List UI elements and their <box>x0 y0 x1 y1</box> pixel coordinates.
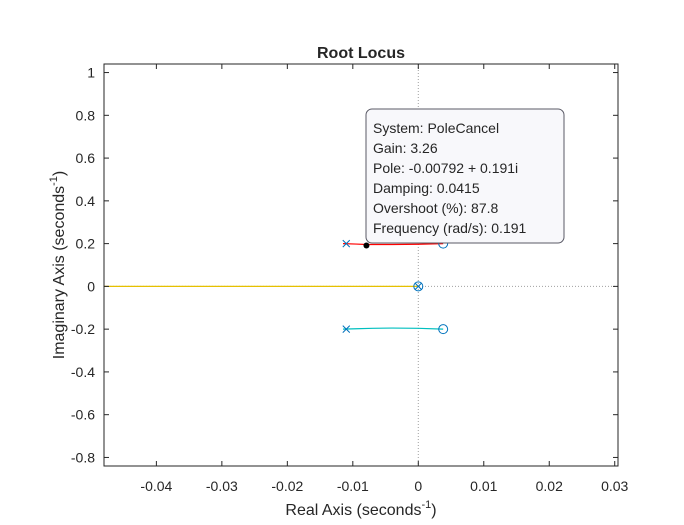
datatip-box[interactable] <box>365 108 565 244</box>
datatip-line-damping: Damping: 0.0415 <box>373 180 480 196</box>
datatip-line-overshoot: Overshoot (%): 87.8 <box>373 200 498 216</box>
zero-marker[interactable] <box>413 281 424 292</box>
y-tick-label: -0.4 <box>71 364 95 380</box>
x-tick-label: 0.01 <box>470 478 497 494</box>
y-axis-title-main: Imaginary Axis (seconds <box>51 186 68 359</box>
y-axis-title-superscript: -1 <box>48 176 60 186</box>
y-axis-title-close: ) <box>51 171 68 176</box>
pole-zero-markers <box>342 238 449 335</box>
axes-box <box>103 63 619 467</box>
y-tick-label: 1 <box>87 65 95 81</box>
x-tick-label: 0.02 <box>536 478 563 494</box>
y-tick-label: 0.8 <box>76 107 96 123</box>
datatip-marker[interactable] <box>363 242 370 249</box>
pole-marker[interactable] <box>342 325 351 334</box>
locus-branches <box>104 243 444 330</box>
x-axis-title: Real Axis (seconds-1) <box>285 499 436 519</box>
x-tick-label: -0.02 <box>271 478 303 494</box>
x-tick-label: -0.01 <box>337 478 369 494</box>
x-ticks: -0.04 -0.03 -0.02 -0.01 0 0.01 0.02 0.03 <box>140 64 629 494</box>
locus-branch-lower[interactable] <box>342 327 444 330</box>
datatip-line-frequency: Frequency (rad/s): 0.191 <box>373 220 527 236</box>
x-axis-title-superscript: -1 <box>421 499 431 511</box>
zero-marker[interactable] <box>438 324 449 335</box>
y-tick-label: -0.6 <box>71 407 95 423</box>
y-tick-label: -0.8 <box>71 449 95 465</box>
x-tick-label: 0 <box>414 478 422 494</box>
locus-branch-upper[interactable] <box>342 243 444 246</box>
y-tick-label: 0.6 <box>76 150 96 166</box>
datatip-line-pole: Pole: -0.00792 + 0.191i <box>373 160 518 176</box>
y-tick-label: 0.2 <box>76 236 96 252</box>
datatip[interactable]: System: PoleCancel Gain: 3.26 Pole: -0.0… <box>363 108 565 249</box>
x-tick-label: -0.03 <box>206 478 238 494</box>
pole-marker[interactable] <box>342 239 351 248</box>
x-tick-label: 0.03 <box>601 478 628 494</box>
y-axis-title: Imaginary Axis (seconds-1) <box>48 171 68 360</box>
pole-marker[interactable] <box>414 282 423 291</box>
y-tick-label: -0.2 <box>71 321 95 337</box>
chart-title: Root Locus <box>317 45 405 62</box>
datatip-line-gain: Gain: 3.26 <box>373 140 438 156</box>
x-axis-title-main: Real Axis (seconds <box>285 502 421 519</box>
x-tick-label: -0.04 <box>140 478 172 494</box>
y-tick-label: 0.4 <box>76 193 96 209</box>
y-tick-label: 0 <box>87 278 95 294</box>
datatip-line-system: System: PoleCancel <box>373 120 499 136</box>
y-ticks: -0.8 -0.6 -0.4 -0.2 0 0.2 0.4 0.6 0.8 1 <box>71 65 618 465</box>
x-axis-title-close: ) <box>431 502 436 519</box>
